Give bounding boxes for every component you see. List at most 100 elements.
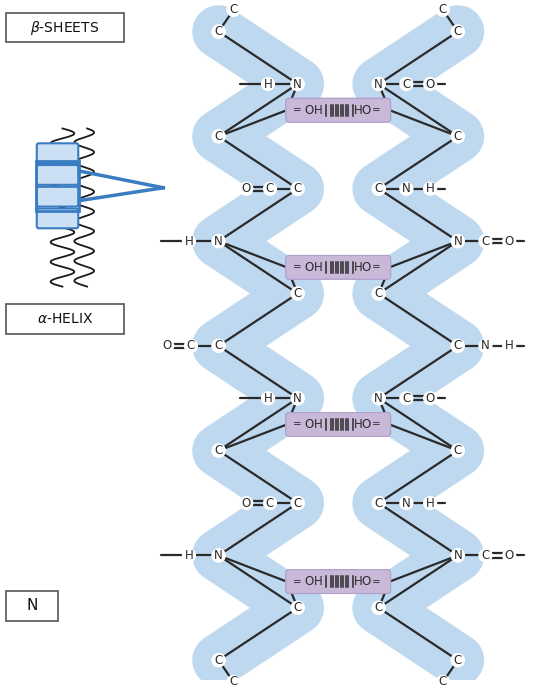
Text: C: C [375,287,383,300]
Text: =: = [293,577,302,587]
Circle shape [291,78,304,90]
Circle shape [451,654,464,667]
Text: C: C [214,130,222,143]
Text: H: H [314,104,323,117]
Circle shape [212,235,225,248]
Text: N: N [293,78,302,91]
Text: C: C [294,601,302,614]
Text: O: O [361,418,370,431]
Text: C: C [294,601,302,614]
Text: H: H [314,418,323,431]
Text: C: C [214,654,222,667]
Circle shape [212,25,225,38]
Text: C: C [266,182,274,195]
Circle shape [451,235,464,248]
Circle shape [451,25,464,38]
Text: O: O [304,104,313,117]
Text: C: C [230,3,238,17]
Text: =: = [293,420,302,429]
Circle shape [161,339,174,352]
Circle shape [451,549,464,562]
Circle shape [212,444,225,457]
Circle shape [372,287,385,300]
Text: C: C [214,130,222,143]
Text: O: O [426,391,435,405]
Text: O: O [426,78,435,91]
Text: N: N [454,549,462,562]
Text: N: N [293,391,302,405]
Text: N: N [293,78,302,91]
Text: $\alpha$-HELIX: $\alpha$-HELIX [37,312,93,326]
Text: C: C [214,25,222,38]
Circle shape [291,78,304,90]
Circle shape [436,676,449,688]
Text: O: O [242,497,251,510]
Text: N: N [374,78,383,91]
Circle shape [240,497,253,510]
Bar [36,161,79,211]
Text: =: = [373,105,381,115]
Text: C: C [454,654,462,667]
Text: C: C [454,25,462,38]
Text: C: C [375,287,383,300]
FancyBboxPatch shape [37,143,78,163]
Circle shape [372,601,385,614]
Text: H: H [505,339,514,352]
Circle shape [185,339,197,352]
Text: N: N [374,391,383,405]
FancyBboxPatch shape [6,591,58,621]
Text: C: C [214,25,222,38]
Text: O: O [361,261,370,274]
Circle shape [451,654,464,667]
Circle shape [479,549,492,562]
Text: N: N [374,391,383,405]
Text: C: C [294,182,302,195]
Circle shape [291,182,304,195]
Text: =: = [293,105,302,115]
FancyBboxPatch shape [286,98,390,122]
Circle shape [503,235,516,248]
Text: N: N [454,549,462,562]
Text: C: C [402,78,410,91]
Text: H: H [185,549,193,562]
Text: O: O [361,575,370,588]
Text: C: C [294,497,302,510]
Circle shape [291,182,304,195]
Text: C: C [375,601,383,614]
Circle shape [212,25,225,38]
Text: C: C [266,497,274,510]
Text: O: O [304,261,313,274]
Circle shape [451,130,464,143]
Circle shape [372,497,385,510]
Text: C: C [230,676,238,688]
Text: O: O [242,182,251,195]
Circle shape [212,339,225,352]
Text: O: O [504,235,514,248]
Circle shape [451,339,464,352]
Text: C: C [454,444,462,457]
Text: H: H [354,575,362,588]
Circle shape [372,497,385,510]
Text: H: H [426,497,435,510]
Text: O: O [504,549,514,562]
Text: C: C [481,235,490,248]
Circle shape [372,392,385,405]
Text: C: C [454,25,462,38]
Text: N: N [481,339,490,352]
Text: C: C [454,339,462,352]
Text: C: C [454,444,462,457]
FancyBboxPatch shape [286,255,390,279]
Text: O: O [361,104,370,117]
Text: O: O [304,575,313,588]
FancyBboxPatch shape [286,413,390,436]
Circle shape [291,601,304,614]
Text: H: H [314,575,323,588]
Circle shape [212,549,225,562]
Text: C: C [375,601,383,614]
Text: H: H [264,78,272,91]
Text: C: C [294,182,302,195]
Text: C: C [294,287,302,300]
Circle shape [451,444,464,457]
Circle shape [212,654,225,667]
Circle shape [291,287,304,300]
